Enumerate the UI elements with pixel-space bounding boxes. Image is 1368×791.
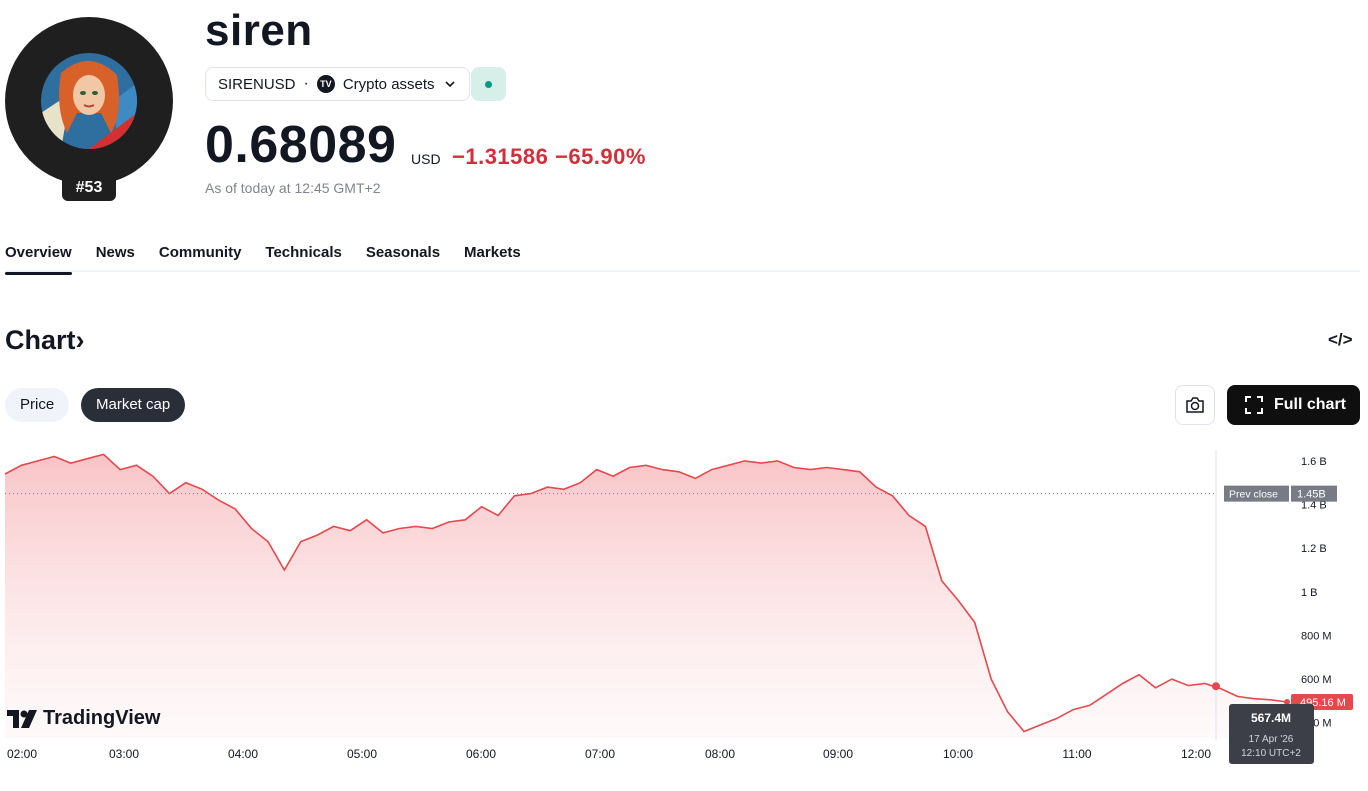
prev-close-value: 1.45B — [1297, 489, 1326, 501]
tab-news[interactable]: News — [95, 244, 135, 261]
market-status-indicator[interactable] — [471, 67, 506, 101]
x-tick-label: 11:00 — [1062, 747, 1091, 761]
x-tick-label: 02:00 — [7, 747, 37, 761]
snapshot-button[interactable] — [1175, 385, 1215, 425]
x-tick-label: 10:00 — [943, 747, 973, 761]
fullscreen-icon — [1245, 396, 1263, 414]
x-tick-label: 12:00 — [1181, 747, 1211, 761]
chevron-right-icon: › — [75, 325, 85, 355]
tooltip-value: 567.4M — [1251, 711, 1291, 725]
embed-code-icon[interactable]: </> — [1328, 330, 1353, 349]
tooltip-date: 17 Apr '26 — [1249, 734, 1294, 745]
status-dot-icon — [485, 80, 492, 88]
y-tick-label: 600 M — [1301, 674, 1332, 686]
x-tick-label: 05:00 — [347, 747, 377, 761]
tradingview-badge-icon: TV — [316, 75, 335, 93]
price-toggle-button[interactable]: Price — [5, 388, 70, 422]
category-label: Crypto assets — [342, 75, 435, 93]
tab-bar: Overview News Community Technicals Seaso… — [5, 240, 545, 275]
prev-close-value-badge — [1291, 485, 1337, 502]
x-tick-label: 03:00 — [109, 747, 139, 761]
chart-series-line — [4, 453, 1288, 733]
tab-markets[interactable]: Markets — [464, 244, 521, 261]
x-tick-label: 08:00 — [705, 747, 735, 761]
chevron-down-icon — [444, 81, 455, 88]
price-change: −1.31586 −65.90% — [452, 144, 646, 169]
separator: · — [303, 75, 309, 92]
prev-close-badge — [1224, 485, 1289, 502]
chart-area-fill — [5, 454, 1287, 738]
camera-icon — [1186, 397, 1204, 413]
coin-avatar — [5, 17, 173, 185]
tab-seasonals[interactable]: Seasonals — [365, 244, 441, 261]
tooltip-time: 12:10 UTC+2 — [1241, 748, 1301, 759]
rank-badge: #53 — [62, 174, 116, 201]
tradingview-logo-icon — [7, 709, 37, 728]
y-tick-label: 800 M — [1301, 630, 1332, 642]
tab-community[interactable]: Community — [158, 244, 242, 261]
page-title: siren — [205, 6, 313, 55]
x-tick-label: 09:00 — [823, 747, 853, 761]
chart-section-title[interactable]: Chart› — [5, 325, 85, 356]
y-tick-label: 1 B — [1301, 587, 1318, 599]
market-cap-toggle-button[interactable]: Market cap — [81, 388, 186, 422]
last-point-dot — [1284, 698, 1290, 705]
as-of-timestamp: As of today at 12:45 GMT+2 — [205, 180, 381, 196]
symbol-label: SIRENUSD — [218, 75, 296, 93]
chart-title-text: Chart — [5, 325, 76, 355]
full-chart-label: Full chart — [1274, 396, 1347, 413]
y-tick-label: 1.2 B — [1301, 543, 1327, 555]
x-tick-label: 04:00 — [228, 747, 258, 761]
x-tick-label: 06:00 — [466, 747, 496, 761]
price-currency: USD — [411, 151, 441, 167]
prev-close-label: Prev close — [1229, 489, 1278, 501]
tab-divider — [5, 270, 1360, 272]
siren-logo — [41, 53, 137, 149]
full-chart-button[interactable]: Full chart — [1227, 385, 1360, 425]
tradingview-logo-text: TradingView — [43, 707, 161, 729]
x-tick-label: 07:00 — [585, 747, 615, 761]
price-value: 0.68089 — [205, 116, 397, 174]
hover-point-dot — [1212, 682, 1220, 691]
tab-overview[interactable]: Overview — [5, 240, 72, 275]
y-tick-label: 1.6 B — [1301, 456, 1327, 468]
y-tick-label: 1.4 B — [1301, 500, 1327, 512]
tab-technicals[interactable]: Technicals — [265, 244, 342, 261]
hover-tooltip — [1229, 704, 1314, 764]
tradingview-logo: TradingView — [7, 707, 160, 730]
symbol-dropdown[interactable]: SIRENUSD · TV Crypto assets — [205, 67, 470, 101]
